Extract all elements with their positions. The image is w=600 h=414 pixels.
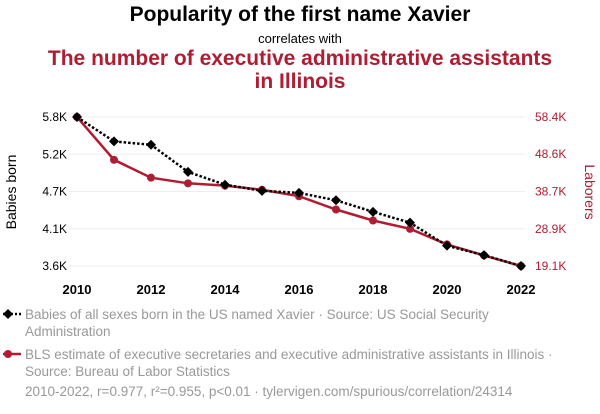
point-xavier <box>516 261 526 271</box>
point-xavier <box>109 136 119 147</box>
point-assistants <box>369 216 377 225</box>
x-tick-label: 2022 <box>507 282 536 297</box>
point-assistants <box>406 224 414 233</box>
correlation-stats: 2010-2022, r=0.977, r²=0.955, p<0.01 · t… <box>25 384 513 399</box>
left-axis-label: Babies born <box>3 155 19 230</box>
x-tick-label: 2010 <box>63 282 92 297</box>
point-xavier <box>479 250 489 261</box>
right-tick-label: 58.4K <box>535 110 566 124</box>
x-tick-label: 2014 <box>211 282 241 297</box>
point-xavier <box>183 166 193 177</box>
point-xavier <box>72 112 82 122</box>
right-tick-label: 48.6K <box>535 147 566 161</box>
left-tick-label: 5.2K <box>42 147 67 161</box>
right-axis-ticks: 58.4K 48.6K 38.7K 28.9K 19.1K <box>535 110 566 273</box>
left-axis-ticks: 5.8K 5.2K 4.7K 4.1K 3.6K <box>42 110 67 273</box>
x-tick-label: 2018 <box>359 282 388 297</box>
point-assistants <box>332 205 340 214</box>
x-axis-ticks: 2010 2012 2014 2016 2018 2020 2022 <box>63 282 536 297</box>
point-assistants <box>147 173 155 182</box>
legend-label-xavier: Babies of all sexes born in the US named… <box>25 307 489 339</box>
left-tick-label: 3.6K <box>42 259 67 273</box>
x-tick-label: 2020 <box>433 282 462 297</box>
point-xavier <box>442 240 452 251</box>
x-tick-label: 2016 <box>285 282 314 297</box>
point-assistants <box>184 179 192 188</box>
series-group <box>72 112 526 271</box>
left-tick-label: 5.8K <box>42 110 67 124</box>
left-tick-label: 4.7K <box>42 185 67 199</box>
point-xavier <box>368 206 378 217</box>
right-tick-label: 28.9K <box>535 222 566 236</box>
point-xavier <box>405 217 415 228</box>
point-xavier <box>294 187 304 198</box>
x-tick-label: 2012 <box>137 282 166 297</box>
point-xavier <box>257 185 267 196</box>
chart-title: Popularity of the first name Xavier <box>129 3 471 26</box>
legend-swatch-dotted-diamond <box>3 309 21 319</box>
right-tick-label: 38.7K <box>535 185 566 199</box>
left-tick-label: 4.1K <box>42 222 67 236</box>
legend-swatch-solid-circle <box>3 350 21 358</box>
point-xavier <box>331 195 341 206</box>
right-tick-label: 19.1K <box>535 259 566 273</box>
legend-label-assistants: BLS estimate of executive secretaries an… <box>25 347 553 379</box>
point-assistants <box>110 155 118 164</box>
right-axis-label: Laborers <box>582 164 598 219</box>
point-xavier <box>146 139 156 150</box>
chart-connector-text: correlates with <box>258 31 342 46</box>
chart-subtitle: The number of executive administrative a… <box>47 47 553 93</box>
point-xavier <box>220 179 230 190</box>
